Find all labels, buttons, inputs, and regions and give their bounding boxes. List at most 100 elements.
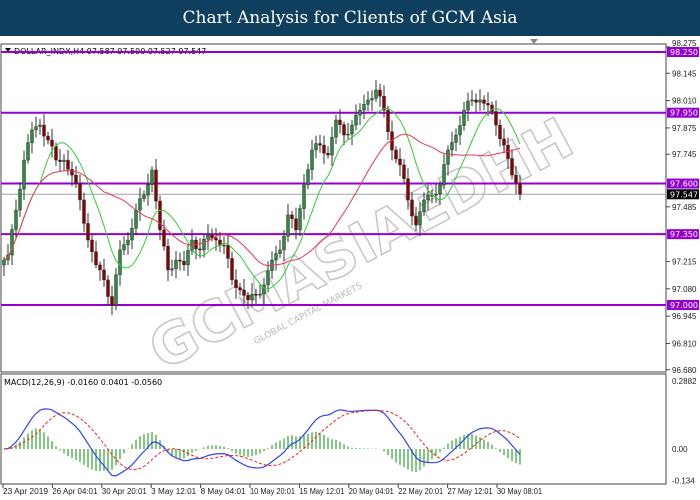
candle-body	[90, 239, 94, 253]
level-label: 97.000	[670, 301, 698, 310]
candle-body	[198, 248, 202, 251]
candle-body	[38, 124, 42, 127]
candle-body	[474, 99, 478, 103]
candle-body	[214, 237, 218, 241]
candle-body	[166, 246, 170, 271]
candle-body	[342, 124, 346, 136]
level-label-bg	[667, 229, 699, 240]
candle-body	[30, 129, 34, 143]
candle-body	[290, 214, 294, 219]
candle-body	[486, 103, 490, 106]
candle-body	[442, 164, 446, 186]
candle-body	[414, 215, 418, 226]
candle-body	[54, 146, 58, 161]
candle-body	[186, 250, 190, 266]
candle-body	[142, 194, 146, 199]
candle-body	[222, 244, 226, 247]
candle-body	[326, 153, 330, 156]
watermark: GCMASIAEDHH GLOBAL CAPITAL MARKETS	[138, 105, 584, 384]
candle-body	[190, 239, 194, 251]
candle-body	[182, 260, 186, 266]
candle-body	[250, 294, 254, 301]
candle-body	[366, 99, 370, 105]
candle-body	[374, 89, 378, 99]
candle-body	[438, 184, 442, 195]
main-pane-border	[0, 43, 667, 373]
candle-body	[234, 279, 238, 288]
y-tick-label: 98.145	[672, 69, 697, 78]
x-tick-label: 8 May 04:01	[201, 487, 247, 496]
candle-body	[502, 138, 506, 146]
chart-area[interactable]: GCMASIAEDHH GLOBAL CAPITAL MARKETS DOLLA…	[0, 36, 700, 500]
macd-line	[3, 408, 521, 477]
candle-body	[402, 164, 406, 179]
candle-body	[106, 279, 110, 297]
candle-body	[330, 137, 334, 156]
candle-body	[278, 249, 282, 254]
x-tick-label: 15 May 12:01	[299, 487, 345, 496]
macd-y-tick-label: 0.2882	[672, 377, 697, 386]
candle-body	[70, 169, 74, 176]
candle-body	[458, 125, 462, 136]
candle-body	[294, 218, 298, 231]
ma-fast-line	[3, 107, 521, 290]
y-tick-label: 97.485	[672, 203, 697, 212]
candle-body	[378, 89, 382, 97]
candle-body	[478, 99, 482, 103]
candle-body	[418, 211, 422, 226]
x-tick-label: 26 Apr 04:01	[52, 487, 98, 496]
candle-body	[78, 183, 82, 201]
level-label-bg	[667, 178, 699, 189]
candle-body	[302, 184, 306, 209]
candle-body	[114, 274, 118, 306]
x-tick-label: 23 Apr 2019	[3, 487, 49, 496]
candle-body	[242, 289, 246, 296]
macd-y-tick-label: -0.134	[672, 477, 695, 486]
candle-body	[358, 109, 362, 116]
candle-body	[98, 264, 102, 271]
candle-body	[110, 296, 114, 306]
candle-body	[178, 259, 182, 262]
level-label: 98.250	[670, 48, 698, 57]
page-title: Chart Analysis for Clients of GCM Asia	[0, 0, 700, 36]
candle-body	[446, 149, 450, 165]
candle-body	[494, 111, 498, 126]
candle-body	[42, 124, 46, 137]
y-tick-label: 96.945	[672, 312, 697, 321]
chart-shift-marker-icon[interactable]	[530, 39, 538, 44]
y-tick-label: 96.680	[672, 366, 697, 375]
level-label: 97.350	[670, 230, 698, 239]
candle-body	[50, 139, 54, 147]
x-tick-label: 30 Apr 20:01	[102, 487, 148, 496]
candle-body	[14, 209, 18, 230]
candle-body	[398, 158, 402, 166]
candle-body	[122, 244, 126, 251]
candle-body	[66, 159, 70, 170]
candle-body	[490, 104, 494, 112]
candle-body	[46, 135, 50, 141]
candle-body	[470, 99, 474, 102]
candle-body	[162, 229, 166, 247]
candle-body	[466, 100, 470, 111]
candle-body	[434, 193, 438, 196]
candle-body	[254, 294, 258, 296]
macd-pane-border	[0, 373, 667, 485]
candle-body	[338, 119, 342, 125]
candle-body	[354, 114, 358, 126]
candle-body	[126, 239, 130, 245]
y-tick-label: 97.875	[672, 124, 697, 133]
candle-body	[462, 109, 466, 126]
candle-body	[202, 238, 206, 251]
candle-body	[346, 133, 350, 136]
candle-body	[82, 199, 86, 224]
candle-body	[18, 188, 22, 211]
candle-body	[2, 259, 6, 266]
candle-body	[26, 142, 30, 161]
candle-body	[94, 251, 98, 266]
candle-body	[306, 169, 310, 186]
x-tick-label: 27 May 12:01	[448, 487, 494, 496]
dropdown-triangle-icon[interactable]	[5, 48, 11, 52]
ma-slow-line	[3, 133, 521, 267]
candle-body	[134, 209, 138, 229]
macd-y-tick-label: 0.00	[672, 445, 688, 454]
